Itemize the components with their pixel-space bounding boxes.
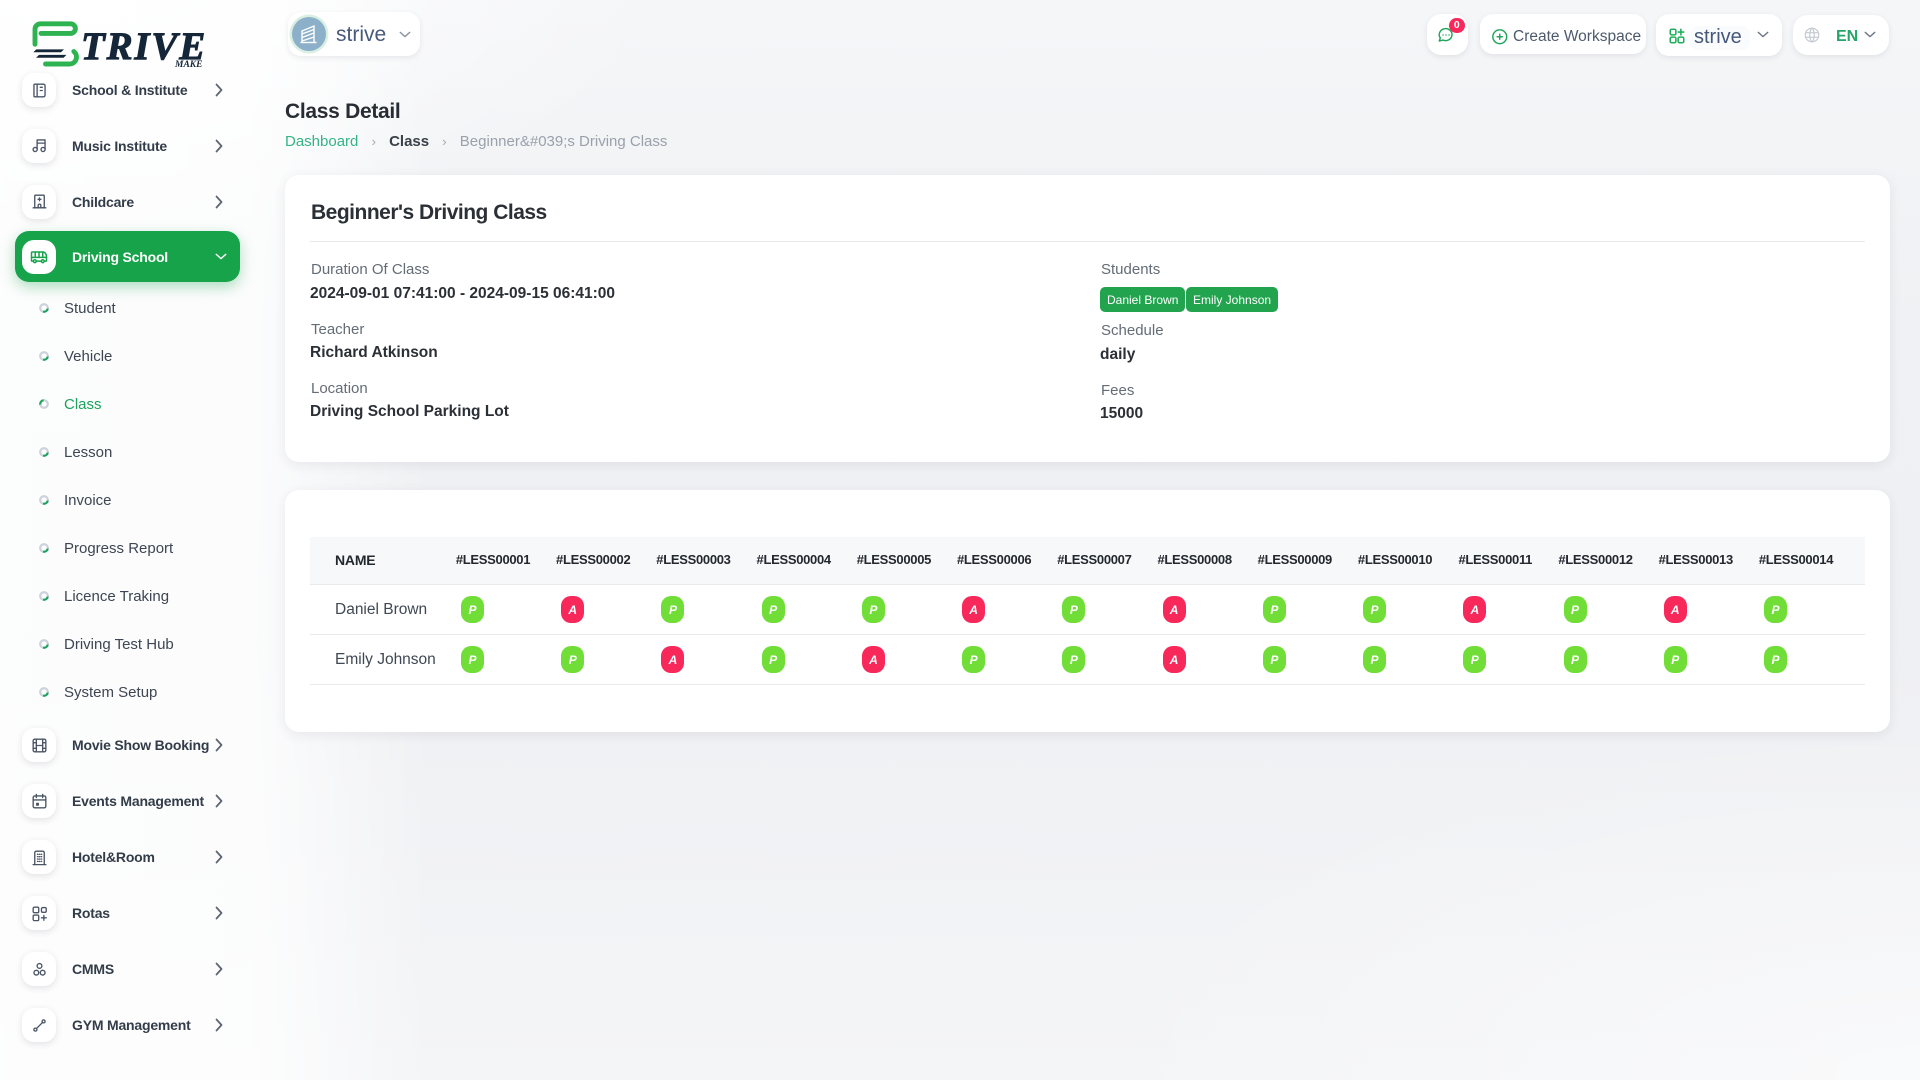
- svg-text:TRIVE: TRIVE: [81, 25, 207, 68]
- svg-text:MAKE: MAKE: [174, 60, 202, 70]
